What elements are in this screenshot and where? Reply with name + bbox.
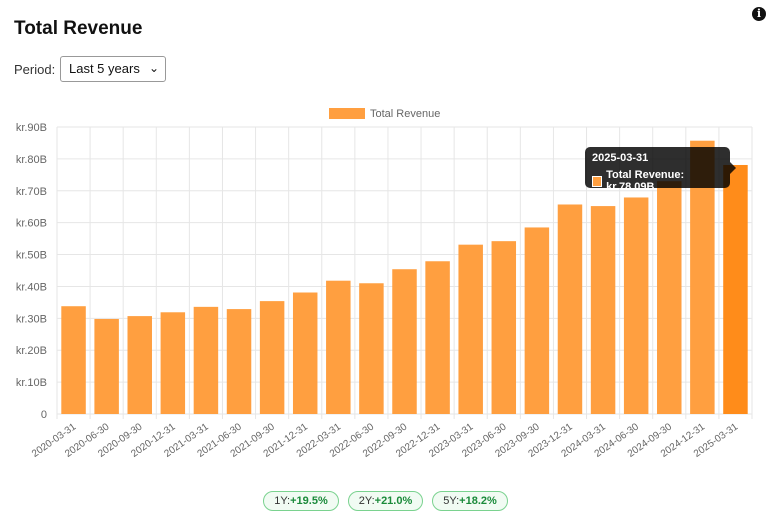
bar[interactable] (392, 269, 417, 414)
bar[interactable] (657, 181, 682, 414)
bar[interactable] (193, 306, 219, 414)
bar[interactable] (61, 306, 86, 414)
bar[interactable] (590, 206, 616, 414)
y-tick-label: kr.50B (16, 250, 47, 262)
x-axis: 2020-03-312020-06-302020-09-302020-12-31… (30, 421, 740, 460)
growth-badge-2y: 2Y:+21.0% (347, 491, 424, 511)
tooltip-arrow (730, 162, 736, 174)
legend-swatch (329, 108, 365, 119)
bar[interactable] (458, 244, 483, 414)
bars (61, 140, 748, 414)
bar[interactable] (623, 197, 649, 414)
bar[interactable] (127, 316, 152, 414)
bar[interactable] (425, 261, 450, 414)
info-icon[interactable]: i (752, 7, 766, 21)
bar[interactable] (326, 280, 351, 414)
y-tick-label: kr.40B (16, 281, 47, 293)
revenue-bar-chart: Total Revenue 0 kr.10B kr.20B kr.30B kr.40B k… (16, 108, 753, 460)
y-tick-label: kr.90B (16, 122, 47, 134)
growth-badge-5y: 5Y:+18.2% (432, 491, 508, 511)
bar[interactable] (359, 283, 384, 414)
bar[interactable] (292, 292, 318, 414)
chevron-down-icon: ⌄ (148, 61, 159, 75)
chart-legend[interactable]: Total Revenue (329, 108, 440, 120)
bar[interactable] (160, 312, 186, 414)
chart-tooltip: 2025-03-31 Total Revenue: kr.78.09B (585, 147, 736, 193)
tooltip-date: 2025-03-31 (592, 152, 649, 164)
page-title: Total Revenue (14, 18, 143, 39)
growth-badges: 1Y:+19.5% 2Y:+21.0% 5Y:+18.2% (0, 491, 771, 511)
bar[interactable] (723, 164, 748, 414)
y-tick-label: 0 (41, 409, 47, 421)
y-tick-label: kr.70B (16, 186, 47, 198)
growth-badge-1y: 1Y:+19.5% (263, 491, 339, 511)
legend-label: Total Revenue (370, 108, 440, 120)
bar[interactable] (94, 318, 119, 414)
y-tick-label: kr.80B (16, 154, 47, 166)
tooltip-swatch (592, 175, 603, 187)
y-tick-label: kr.20B (16, 345, 47, 357)
tooltip-value: Total Revenue: kr.78.09B (606, 169, 685, 193)
bar[interactable] (557, 204, 583, 414)
bar[interactable] (226, 309, 252, 414)
y-axis: 0 kr.10B kr.20B kr.30B kr.40B kr.50B kr.60B kr.… (16, 122, 47, 421)
bar[interactable] (491, 241, 517, 414)
bar[interactable] (524, 227, 550, 414)
y-tick-label: kr.60B (16, 218, 47, 230)
period-select[interactable]: Last 5 years ⌄ (60, 56, 166, 82)
period-label: Period: (14, 62, 56, 77)
y-tick-label: kr.10B (16, 377, 47, 389)
bar[interactable] (259, 301, 285, 414)
period-selected-value: Last 5 years (69, 61, 140, 76)
y-tick-label: kr.30B (16, 313, 47, 325)
